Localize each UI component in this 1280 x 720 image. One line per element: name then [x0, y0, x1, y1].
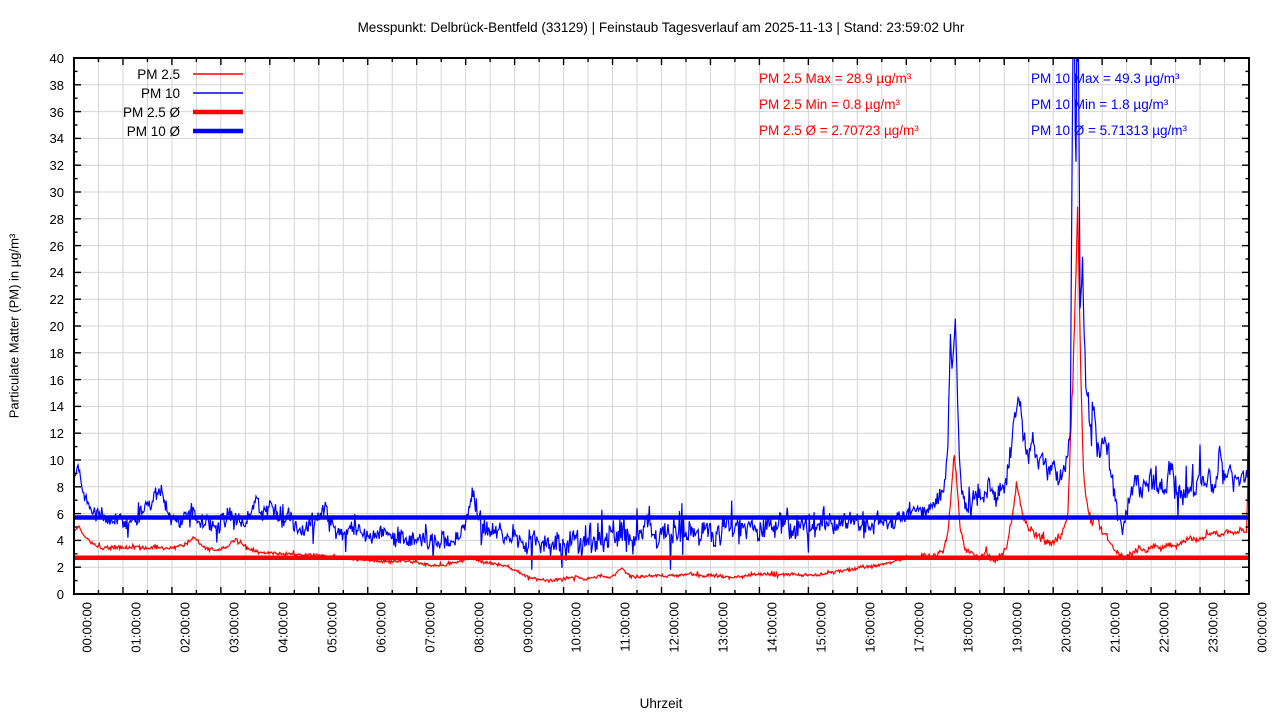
x-tick-label: 12:00:00	[667, 602, 682, 653]
y-tick-label: 10	[49, 453, 64, 468]
y-tick-label: 28	[49, 211, 64, 227]
gridlines	[74, 58, 1249, 594]
stat-pm25-min: PM 2.5 Min = 0.8 µg/m³	[759, 97, 900, 112]
stat-pm25-max: PM 2.5 Max = 28.9 µg/m³	[759, 71, 912, 86]
x-tick-label: 22:00:00	[1156, 602, 1172, 653]
legend-item-pm10-avg: PM 10 Ø	[126, 123, 180, 139]
x-axis-label: Uhrzeit	[639, 696, 683, 711]
x-tick-label: 08:00:00	[471, 602, 487, 653]
x-tick-label: 20:00:00	[1058, 602, 1074, 653]
legend-swatches	[193, 73, 243, 134]
x-tick-label: 11:00:00	[618, 602, 634, 652]
x-tick-label: 01:00:00	[128, 602, 144, 653]
legend-item-pm25: PM 2.5	[137, 66, 180, 82]
x-tick-label: 14:00:00	[764, 602, 780, 653]
chart-title: Messpunkt: Delbrück-Bentfeld (33129) | F…	[357, 20, 965, 35]
x-tick-label: 17:00:00	[911, 602, 927, 653]
y-axis-label: Particulate Matter (PM) in µg/m³	[6, 233, 22, 419]
y-tick-label: 36	[49, 104, 64, 120]
x-tick-label: 06:00:00	[373, 602, 389, 653]
y-tick-label: 22	[49, 292, 64, 308]
x-tick-label: 09:00:00	[520, 602, 536, 653]
y-tick-label: 30	[49, 185, 64, 200]
y-tick-label: 18	[49, 345, 64, 361]
x-tick-label: 04:00:00	[275, 602, 291, 653]
x-tick-label: 19:00:00	[1009, 602, 1025, 653]
y-tick-label: 14	[49, 399, 64, 415]
x-tick-label: 02:00:00	[177, 602, 193, 653]
x-tick-label: 00:00:00	[1254, 602, 1270, 653]
y-tick-label: 34	[49, 131, 64, 147]
legend-item-pm25-avg: PM 2.5 Ø	[122, 104, 180, 120]
axes	[73, 57, 1250, 595]
stat-pm10-max: PM 10 Max = 49.3 µg/m³	[1031, 71, 1180, 86]
y-tick-label: 38	[49, 77, 64, 93]
y-tick-label: 4	[56, 533, 64, 549]
y-tick-label: 26	[49, 238, 64, 254]
x-tick-label: 03:00:00	[226, 602, 242, 653]
x-tick-label: 00:00:00	[79, 602, 95, 653]
x-tick-label: 07:00:00	[422, 602, 438, 653]
x-tick-label: 13:00:00	[715, 602, 731, 653]
y-tick-label: 32	[49, 158, 64, 174]
stat-pm10-avg: PM 10 Ø = 5.71313 µg/m³	[1031, 123, 1187, 138]
x-tick-label: 05:00:00	[324, 602, 340, 653]
y-tick-label: 8	[56, 479, 64, 495]
series-group	[74, 58, 1249, 584]
x-tick-label: 23:00:00	[1205, 602, 1221, 653]
x-tick-label: 16:00:00	[862, 602, 878, 653]
x-tick-label: 21:00:00	[1107, 602, 1123, 653]
x-tick-label: 18:00:00	[960, 602, 976, 653]
y-tick-label: 40	[49, 51, 64, 66]
y-tick-label: 6	[56, 506, 64, 522]
stat-pm10-min: PM 10 Min = 1.8 µg/m³	[1031, 97, 1169, 112]
y-tick-label: 16	[49, 372, 64, 388]
x-tick-label: 15:00:00	[813, 602, 829, 653]
series-pm-10	[74, 58, 1249, 570]
y-tick-label: 2	[56, 560, 64, 576]
series-pm-2-5	[74, 206, 1249, 584]
y-tick-label: 0	[56, 587, 64, 602]
y-tick-label: 12	[49, 426, 64, 442]
stat-pm25-avg: PM 2.5 Ø = 2.70723 µg/m³	[759, 123, 919, 138]
y-tick-label: 20	[49, 319, 64, 334]
x-tick-label: 10:00:00	[569, 602, 585, 653]
y-tick-label: 24	[49, 265, 64, 281]
legend-item-pm10: PM 10	[140, 85, 180, 101]
